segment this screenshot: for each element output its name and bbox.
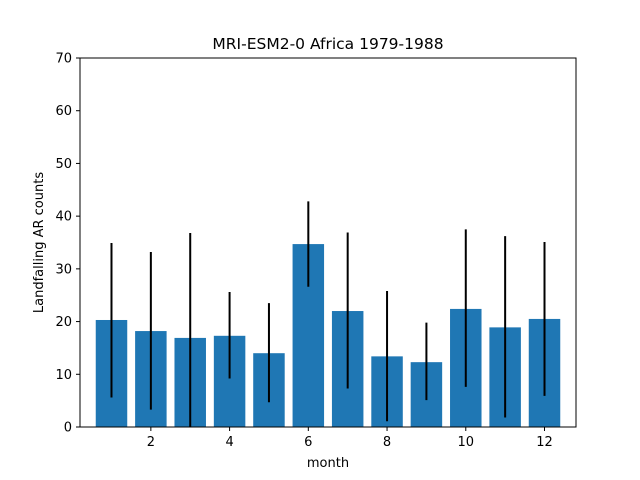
y-tick-label-30: 30 — [55, 262, 72, 277]
y-tick-label-40: 40 — [55, 210, 72, 225]
x-tick-label-2: 2 — [147, 435, 155, 450]
y-axis-ticks: 0 10 20 30 40 50 60 70 — [55, 52, 80, 436]
x-axis-ticks: 2 4 6 8 10 12 — [147, 427, 553, 450]
x-tick-label-12: 12 — [536, 435, 553, 450]
x-tick-label-10: 10 — [458, 435, 475, 450]
bars-group — [95, 244, 561, 427]
chart-title: MRI-ESM2-0 Africa 1979-1988 — [212, 35, 443, 53]
y-tick-label-10: 10 — [55, 368, 72, 383]
x-axis-label: month — [307, 456, 349, 471]
y-tick-label-20: 20 — [55, 315, 72, 330]
error-bars-group — [110, 201, 546, 427]
y-tick-label-60: 60 — [55, 104, 72, 119]
x-tick-label-8: 8 — [383, 435, 391, 450]
x-tick-label-4: 4 — [225, 435, 233, 450]
x-tick-label-6: 6 — [304, 435, 312, 450]
y-tick-label-70: 70 — [55, 52, 72, 67]
y-tick-label-50: 50 — [55, 157, 72, 172]
axes-frame — [79, 57, 577, 428]
y-axis-label: Landfalling AR counts — [32, 172, 47, 313]
y-tick-label-0: 0 — [64, 421, 72, 436]
